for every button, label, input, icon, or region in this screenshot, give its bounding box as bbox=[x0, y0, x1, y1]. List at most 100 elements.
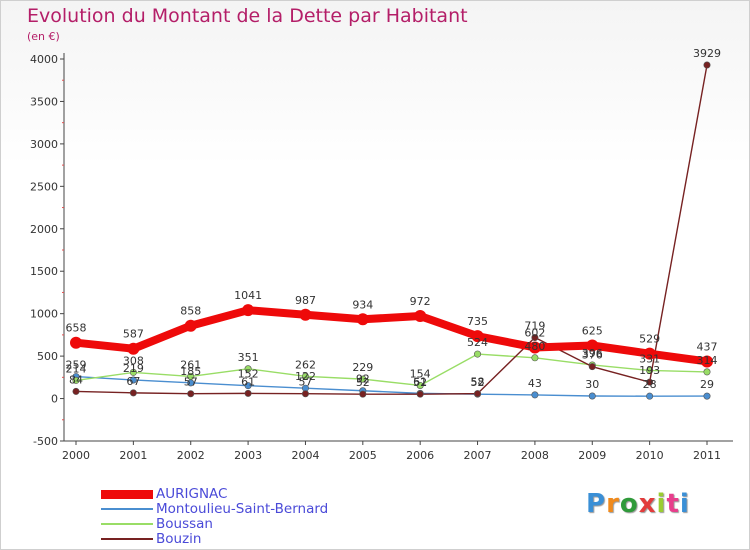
data-label-bouzin: 376 bbox=[582, 349, 603, 362]
data-point-aurignac bbox=[471, 330, 484, 343]
data-point-aurignac bbox=[528, 341, 541, 354]
data-point-bouzin bbox=[646, 378, 654, 386]
data-label-boussan: 524 bbox=[467, 336, 488, 349]
data-label-bouzin: 52 bbox=[356, 376, 370, 389]
data-label-aurignac: 972 bbox=[410, 295, 431, 308]
data-label-montoulieu-saint-bernard: 30 bbox=[585, 378, 599, 391]
x-tick-label: 2000 bbox=[62, 449, 90, 462]
data-label-bouzin: 58 bbox=[471, 376, 485, 389]
legend-item-bouzin[interactable]: Bouzin bbox=[101, 531, 328, 547]
data-label-boussan: 214 bbox=[66, 362, 87, 375]
data-point-bouzin bbox=[703, 61, 711, 69]
data-label-montoulieu-saint-bernard: 122 bbox=[295, 370, 316, 383]
y-tick-label: 4000 bbox=[30, 53, 58, 66]
data-point-bouzin bbox=[531, 334, 539, 342]
logo-letter: o bbox=[619, 489, 639, 519]
data-label-boussan: 314 bbox=[697, 354, 718, 367]
data-label-boussan: 229 bbox=[352, 361, 373, 374]
data-label-montoulieu-saint-bernard: 219 bbox=[123, 362, 144, 375]
y-tick-label: 2000 bbox=[30, 223, 58, 236]
y-tick-label: 1000 bbox=[30, 308, 58, 321]
data-label-boussan: 351 bbox=[238, 351, 259, 364]
x-tick-label: 2008 bbox=[521, 449, 549, 462]
data-point-bouzin bbox=[72, 387, 80, 395]
data-point-boussan bbox=[531, 354, 539, 362]
data-point-montoulieu-saint-bernard bbox=[244, 382, 252, 390]
legend-swatch-bouzin bbox=[101, 537, 153, 540]
data-label-bouzin: 3929 bbox=[693, 47, 721, 60]
data-point-montoulieu-saint-bernard bbox=[703, 392, 711, 400]
data-label-boussan: 396 bbox=[582, 347, 603, 360]
x-tick-label: 2004 bbox=[291, 449, 319, 462]
x-tick-label: 2002 bbox=[177, 449, 205, 462]
data-label-boussan: 154 bbox=[410, 367, 431, 380]
data-point-bouzin bbox=[359, 390, 367, 398]
data-point-aurignac bbox=[184, 319, 197, 332]
data-point-boussan bbox=[474, 350, 482, 358]
y-tick-label: 1500 bbox=[30, 265, 58, 278]
series-line-montoulieu-saint-bernard bbox=[75, 375, 708, 397]
data-label-aurignac: 529 bbox=[639, 333, 660, 346]
data-point-bouzin bbox=[474, 390, 482, 398]
y-tick-label: 2500 bbox=[30, 180, 58, 193]
data-label-montoulieu-saint-bernard: 28 bbox=[643, 378, 657, 391]
data-point-aurignac bbox=[414, 310, 427, 323]
data-label-aurignac: 587 bbox=[123, 328, 144, 341]
data-label-boussan: 262 bbox=[295, 358, 316, 371]
data-point-boussan bbox=[416, 381, 424, 389]
data-point-boussan bbox=[244, 365, 252, 373]
legend-item-montoulieu[interactable]: Montoulieu-Saint-Bernard bbox=[101, 500, 329, 517]
data-label-bouzin: 57 bbox=[184, 376, 198, 389]
data-label-bouzin: 193 bbox=[639, 364, 660, 377]
logo-letter: t bbox=[666, 489, 680, 519]
data-label-montoulieu-saint-bernard: 29 bbox=[700, 378, 714, 391]
series-line-bouzin bbox=[75, 64, 708, 395]
x-tick-label: 2001 bbox=[119, 449, 147, 462]
data-label-montoulieu-saint-bernard: 52 bbox=[471, 376, 485, 389]
legend-label-aurignac: AURIGNAC bbox=[156, 485, 228, 502]
data-label-montoulieu-saint-bernard: 259 bbox=[66, 359, 87, 372]
data-label-aurignac: 1041 bbox=[234, 289, 262, 302]
data-point-boussan bbox=[129, 368, 137, 376]
legend-item-boussan[interactable]: Boussan bbox=[101, 515, 328, 532]
data-label-aurignac: 858 bbox=[180, 305, 201, 318]
logo-letter: P bbox=[586, 489, 607, 519]
data-point-montoulieu-saint-bernard bbox=[129, 376, 137, 384]
legend: AURIGNAC Montoulieu-Saint-Bernard Boussa… bbox=[101, 485, 329, 547]
data-label-bouzin: 52 bbox=[413, 376, 427, 389]
legend-swatch-montoulieu bbox=[101, 507, 153, 510]
proxiti-logo: Proxiti bbox=[586, 489, 690, 519]
data-label-aurignac: 625 bbox=[582, 325, 603, 338]
y-tick-label: 3000 bbox=[30, 138, 58, 151]
data-point-aurignac bbox=[242, 304, 255, 317]
data-label-aurignac: 602 bbox=[524, 326, 545, 339]
data-point-boussan bbox=[703, 368, 711, 376]
logo-letter: i bbox=[679, 489, 690, 519]
data-label-boussan: 331 bbox=[639, 352, 660, 365]
series-line-boussan bbox=[75, 353, 708, 387]
legend-label-montoulieu: Montoulieu-Saint-Bernard bbox=[156, 500, 329, 517]
data-point-boussan bbox=[72, 376, 80, 384]
legend-item-aurignac[interactable]: AURIGNAC bbox=[101, 485, 328, 502]
data-label-montoulieu-saint-bernard: 185 bbox=[180, 365, 201, 378]
logo-letter: i bbox=[656, 489, 667, 519]
legend-swatch-aurignac bbox=[101, 489, 153, 499]
data-point-aurignac bbox=[643, 347, 656, 360]
data-point-bouzin bbox=[301, 390, 309, 398]
y-tick-label: 3500 bbox=[30, 95, 58, 108]
data-label-bouzin: 84 bbox=[69, 373, 83, 386]
data-label-boussan: 261 bbox=[180, 358, 201, 371]
legend-label-boussan: Boussan bbox=[156, 515, 213, 532]
data-point-montoulieu-saint-bernard bbox=[588, 392, 596, 400]
data-point-bouzin bbox=[416, 390, 424, 398]
data-point-aurignac bbox=[70, 336, 82, 349]
data-label-boussan: 480 bbox=[524, 340, 545, 353]
data-point-boussan bbox=[187, 372, 195, 380]
data-label-aurignac: 735 bbox=[467, 315, 488, 328]
x-tick-label: 2009 bbox=[578, 449, 606, 462]
logo-letter: x bbox=[638, 489, 657, 519]
data-label-bouzin: 719 bbox=[524, 320, 545, 333]
logo-letter: r bbox=[606, 489, 620, 519]
